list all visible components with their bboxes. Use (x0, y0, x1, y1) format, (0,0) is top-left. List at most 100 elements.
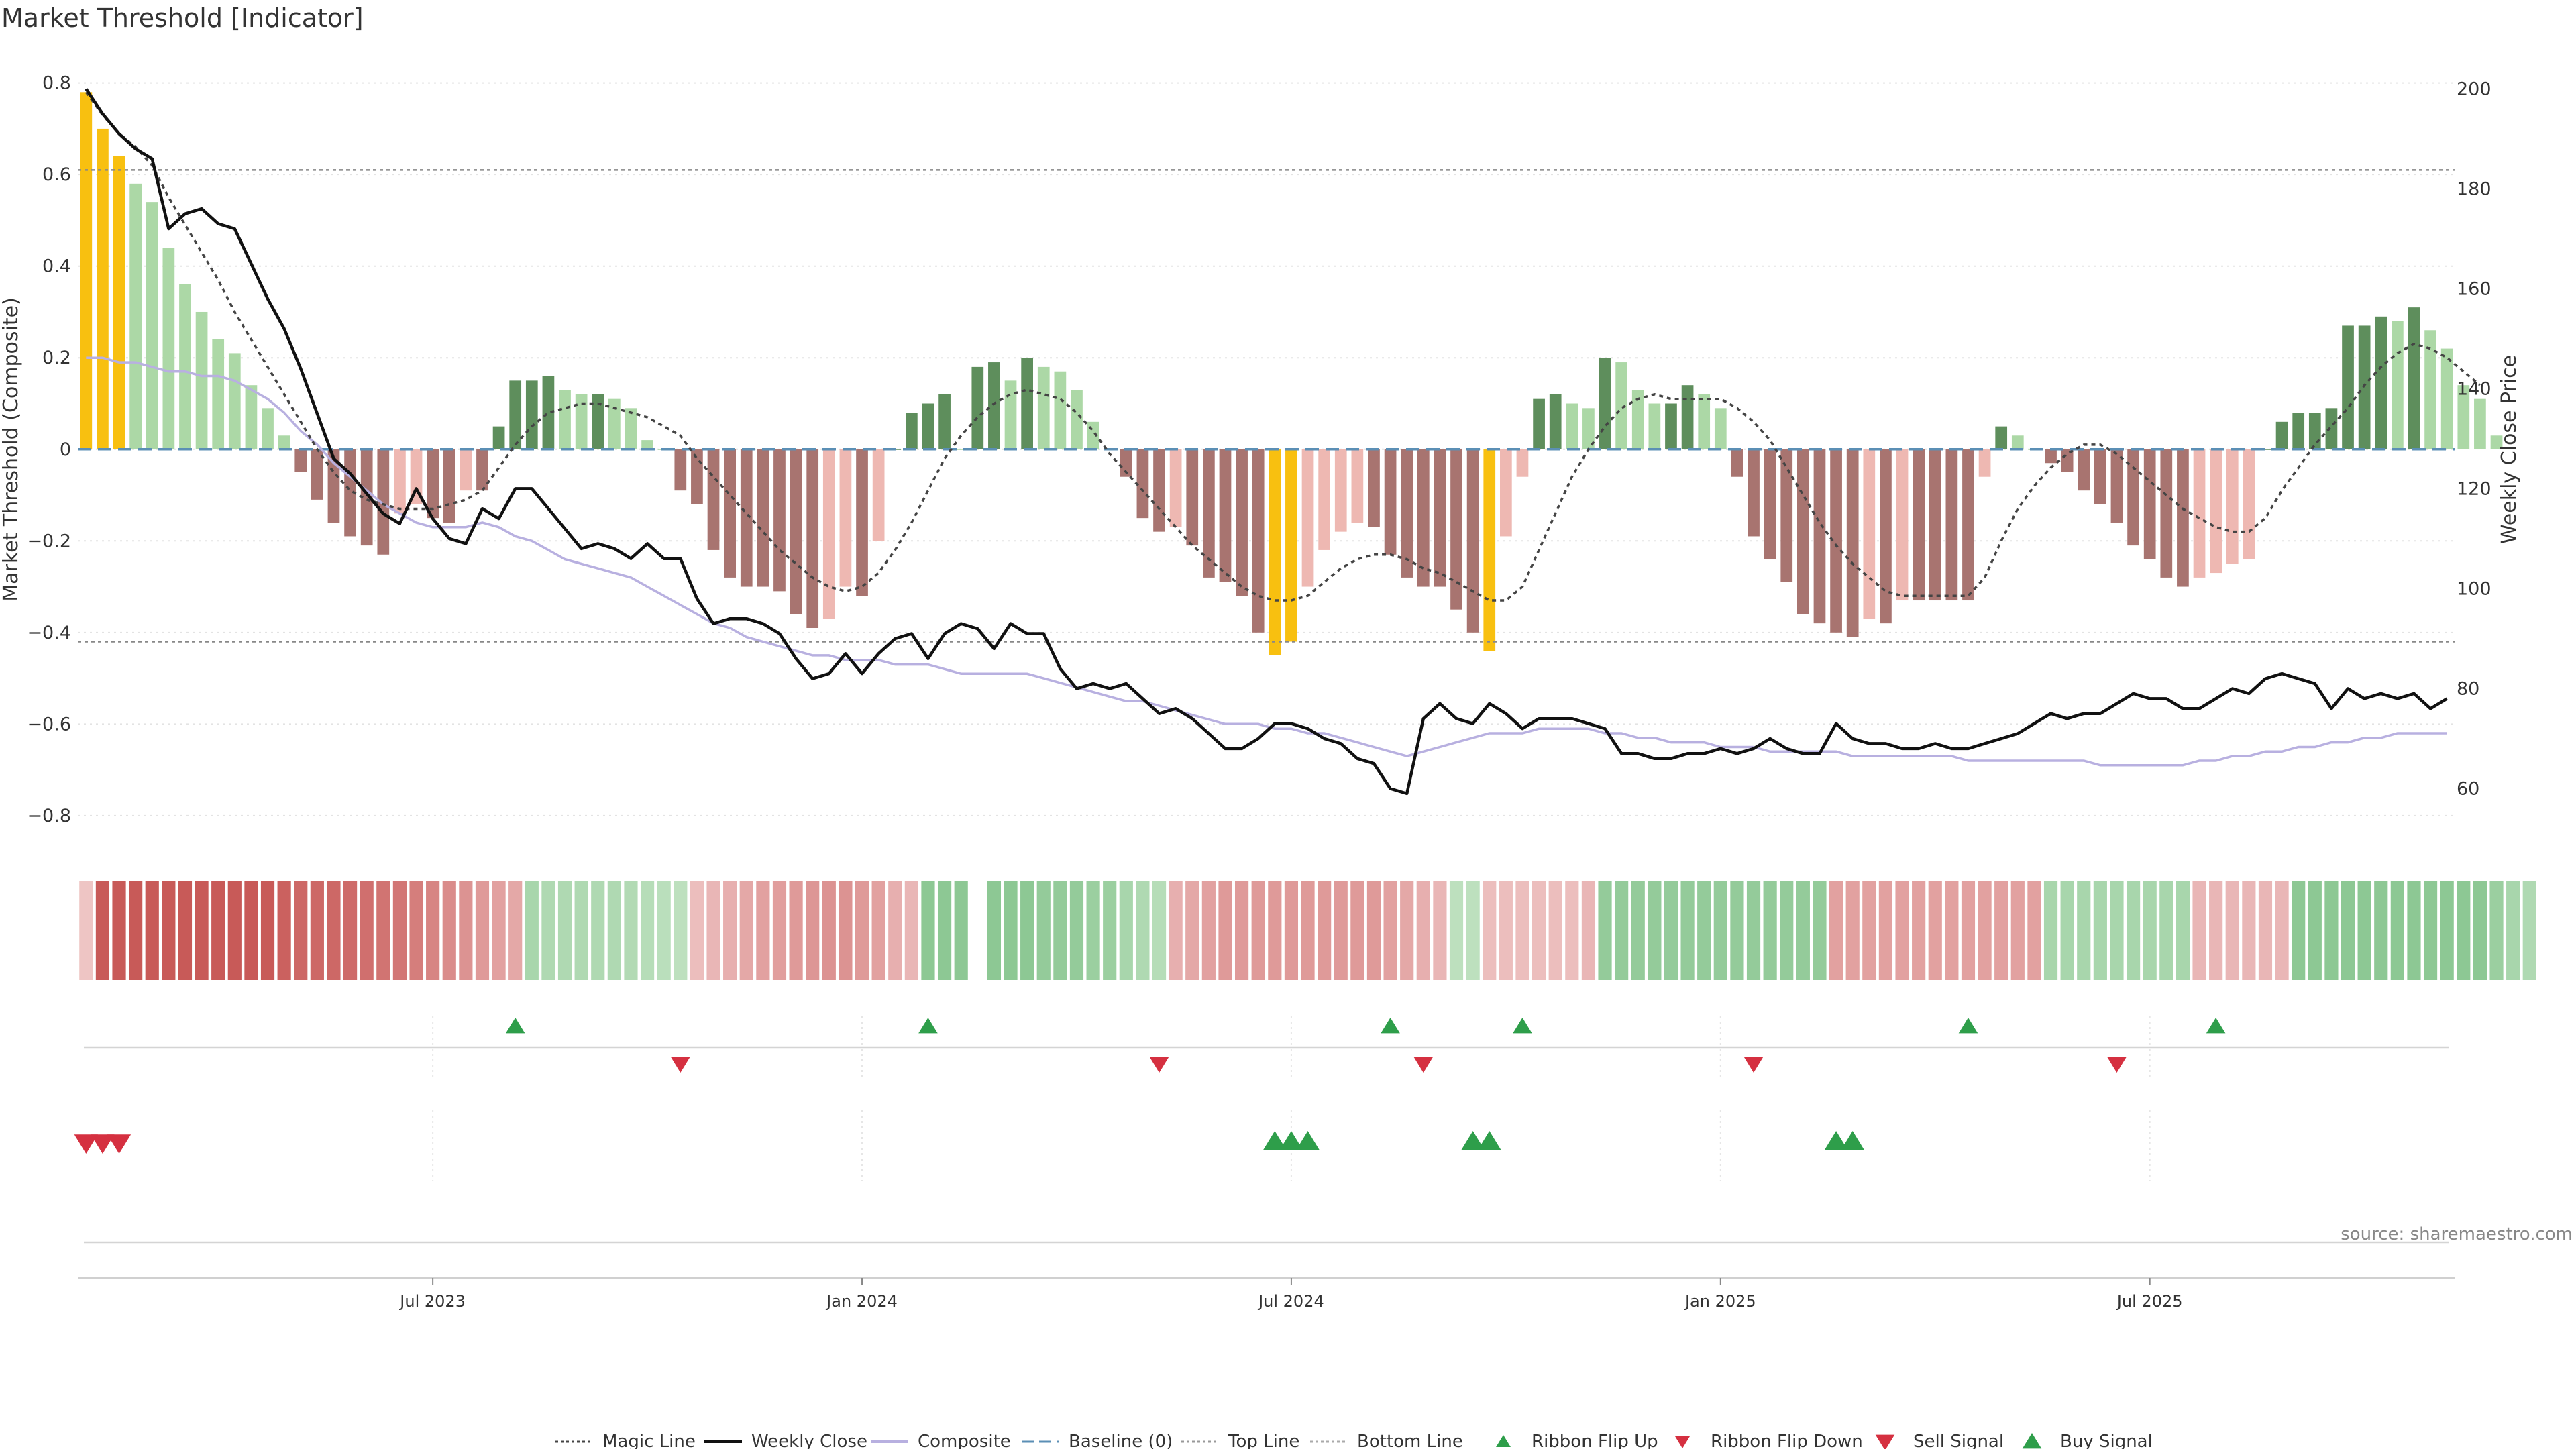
composite-bar (1483, 449, 1496, 651)
ribbon-cell (806, 881, 820, 980)
ribbon-cell (2110, 881, 2124, 980)
composite-bar (971, 366, 984, 449)
ribbon-cell (211, 881, 225, 980)
composite-bar (1631, 390, 1644, 449)
ribbon-cell (376, 881, 390, 980)
composite-bar (1285, 449, 1297, 642)
y-tick-left-label: −0.4 (27, 623, 71, 643)
composite-bar (1780, 449, 1793, 582)
composite-bar (1582, 408, 1595, 449)
ribbon-cell (260, 881, 275, 980)
ribbon-cell (1251, 881, 1265, 980)
x-tick-label: Jan 2025 (1684, 1292, 1756, 1311)
ribbon-cell (1813, 881, 1827, 980)
composite-bar (410, 449, 423, 504)
composite-bar (1136, 449, 1149, 519)
ribbon-flip-down-marker (1413, 1057, 1434, 1073)
composite-bar (1748, 449, 1760, 537)
ribbon-cell (426, 881, 440, 980)
ribbon-cell (2176, 881, 2190, 980)
composite-bar (674, 449, 687, 491)
ribbon-cell (2077, 881, 2091, 980)
ribbon-cell (640, 881, 655, 980)
ribbon-cell (1499, 881, 1513, 980)
magic-line (85, 91, 2481, 602)
ribbon-cell (855, 881, 869, 980)
ribbon-cell (1994, 881, 2008, 980)
composite-bar (922, 403, 934, 449)
ribbon-cell (2473, 881, 2487, 980)
composite-bar (460, 449, 472, 491)
composite-bar (2243, 449, 2255, 559)
composite-bar (2259, 449, 2271, 450)
ribbon-cell (1581, 881, 1596, 980)
composite-bar (1466, 449, 1479, 633)
y-tick-left-label: 0.2 (42, 347, 71, 368)
legend-swatch (2022, 1433, 2042, 1449)
ribbon-cell (1136, 881, 1150, 980)
legend-label: Composite (918, 1432, 1011, 1449)
composite-bar (2392, 321, 2404, 449)
composite-bar (790, 449, 802, 614)
composite-bar (2292, 413, 2305, 449)
ribbon-cell (162, 881, 176, 980)
composite-bar (492, 426, 505, 449)
lines-layer (78, 88, 2481, 796)
legend-swatch (1675, 1436, 1690, 1448)
ribbon-cell (1152, 881, 1167, 980)
ribbon-cell (525, 881, 539, 980)
ribbon-cell (772, 881, 787, 980)
composite-bar (1813, 449, 1826, 624)
composite-bar (1203, 449, 1215, 578)
composite-bar (509, 380, 522, 449)
y-tick-left-label: 0.8 (42, 73, 71, 94)
composite-bar (212, 339, 225, 449)
legend-label: Magic Line (602, 1432, 696, 1449)
ribbon-cell (392, 881, 407, 980)
composite-bar (542, 376, 555, 449)
composite-bar (1764, 449, 1776, 559)
ribbon-cell (1318, 881, 1332, 980)
composite-bar (1681, 385, 1694, 449)
ribbon-cell (2143, 881, 2157, 980)
ribbon-cell (1648, 881, 1662, 980)
composite-bar (1186, 449, 1199, 546)
composite-bar (1797, 449, 1809, 614)
ribbon-cell (690, 881, 704, 980)
composite-bar (2226, 449, 2239, 564)
ribbon-cell (937, 881, 952, 980)
composite-bar (691, 449, 703, 504)
composite-bar (1714, 408, 1727, 449)
ribbon-cell (2457, 881, 2471, 980)
composite-bar (1037, 366, 1050, 449)
composite-bar (1698, 394, 1711, 449)
composite-bar (822, 449, 835, 619)
ribbon-cell (1763, 881, 1777, 980)
buy-signal-marker (1263, 1131, 1287, 1150)
ribbon-cell (2275, 881, 2289, 980)
legend-label: Ribbon Flip Down (1711, 1432, 1863, 1449)
ribbon-cell (1020, 881, 1034, 980)
axes-layer: 0.8 0.6 0.4 0.2 0 −0.2 −0.4 −0.6 −0.8 200 180 160 14… (27, 73, 2491, 826)
composite-bar (2094, 449, 2106, 504)
composite-bar (195, 311, 208, 449)
composite-bar (1665, 403, 1677, 449)
ribbon-cell (1004, 881, 1018, 980)
ribbon-cell (674, 881, 688, 980)
composite-bar (1269, 449, 1281, 655)
ribbon-cell (1631, 881, 1645, 980)
ribbon-flip-up-marker (2206, 1018, 2226, 1034)
composite-bar (2342, 325, 2354, 449)
ribbon-cell (888, 881, 902, 980)
ribbon-cell (459, 881, 473, 980)
composite-bar (806, 449, 819, 628)
y-tick-left-label: 0.4 (42, 256, 71, 277)
composite-bar (427, 449, 439, 519)
composite-bar (525, 380, 538, 449)
y-axis-left-label: Market Threshold (Composite) (0, 297, 23, 602)
composite-bar (575, 394, 588, 449)
composite-bar (1500, 449, 1512, 537)
composite-bar (1384, 449, 1397, 555)
y-tick-right-label: 140 (2457, 378, 2491, 399)
ribbon-cell (1366, 881, 1381, 980)
